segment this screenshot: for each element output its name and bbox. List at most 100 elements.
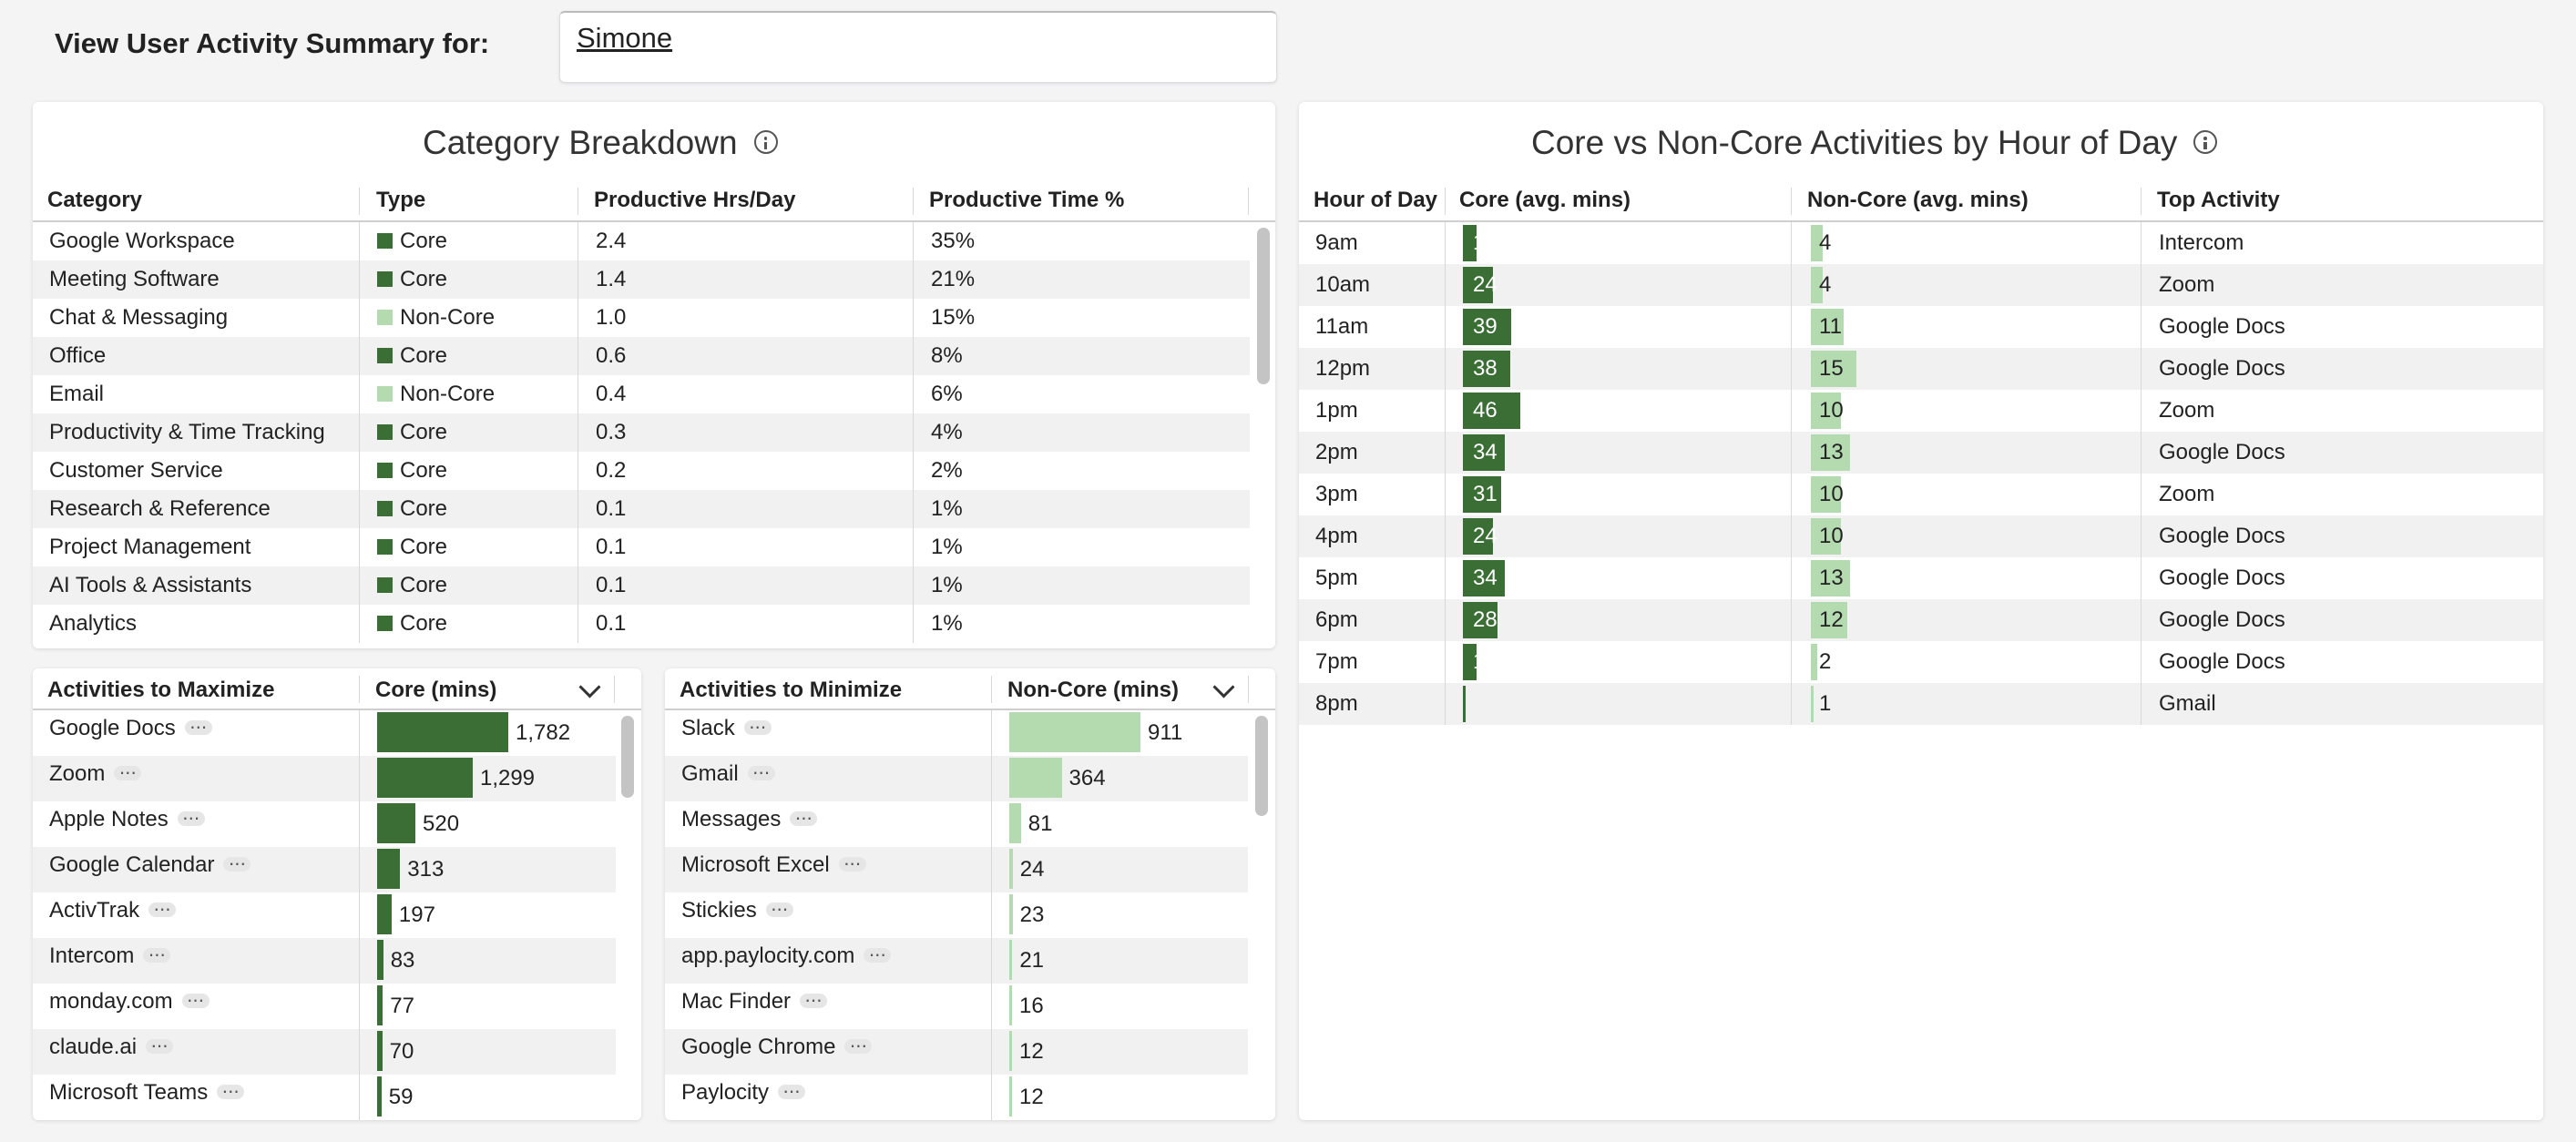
activity-name[interactable]: Google Chrome [681,1027,873,1075]
activity-name[interactable]: app.paylocity.com [681,936,892,984]
minimize-scrollbar[interactable] [1255,716,1268,816]
col-core-avg[interactable]: Core (avg. mins) [1459,188,1631,212]
bar[interactable] [377,849,401,889]
activity-name[interactable]: Messages [681,800,818,847]
info-icon[interactable] [753,130,778,155]
more-options-icon[interactable] [181,982,210,1018]
table-row[interactable]: Office Core 0.6 8% [33,337,1250,375]
activity-name[interactable]: monday.com [49,982,210,1029]
table-row[interactable]: 5pm 34 13 Google Docs [1299,557,2543,599]
more-options-icon[interactable] [148,891,177,927]
list-item[interactable]: Google Calendar 313 [33,845,616,892]
activity-name[interactable]: Mac Finder [681,982,828,1029]
more-options-icon[interactable] [864,936,892,973]
table-row[interactable]: 9am 11 4 Intercom [1299,222,2543,264]
activity-name[interactable]: Paylocity [681,1073,806,1120]
activity-name[interactable]: ActivTrak [49,891,177,938]
bar[interactable] [377,940,383,980]
list-item[interactable]: Mac Finder 16 [665,982,1248,1029]
bar[interactable] [377,985,383,1025]
non-core-bar[interactable] [1811,476,1841,513]
more-options-icon[interactable] [778,1073,806,1109]
list-item[interactable]: monday.com 77 [33,982,616,1029]
table-row[interactable]: 11am 39 11 Google Docs [1299,306,2543,348]
bar[interactable] [1009,1031,1012,1071]
list-item[interactable]: Zoom 1,299 [33,754,616,801]
col-activities-maximize[interactable]: Activities to Maximize [47,678,275,702]
table-row[interactable]: Email Non-Core 0.4 6% [33,375,1250,413]
col-category[interactable]: Category [47,188,143,212]
col-non-core-mins[interactable]: Non-Core (mins) [1007,678,1179,702]
table-row[interactable]: 1pm 46 10 Zoom [1299,390,2543,432]
more-options-icon[interactable] [177,800,205,836]
more-options-icon[interactable] [217,1073,245,1109]
list-item[interactable]: Google Chrome 12 [665,1027,1248,1075]
bar[interactable] [377,803,416,843]
col-top-activity[interactable]: Top Activity [2157,188,2280,212]
more-options-icon[interactable] [143,936,171,973]
non-core-bar[interactable] [1811,434,1850,471]
bar[interactable] [1009,894,1013,934]
list-item[interactable]: Google Docs 1,782 [33,710,616,756]
core-bar[interactable] [1463,267,1493,303]
col-productive-hrs[interactable]: Productive Hrs/Day [594,188,796,212]
more-options-icon[interactable] [184,710,212,745]
more-options-icon[interactable] [838,845,866,882]
selected-user[interactable]: Simone [577,22,673,54]
table-row[interactable]: 10am 24 4 Zoom [1299,264,2543,306]
list-item[interactable]: Microsoft Teams 59 [33,1073,616,1120]
core-bar[interactable] [1463,225,1477,261]
non-core-bar[interactable] [1811,267,1824,303]
core-bar[interactable] [1463,434,1506,471]
table-row[interactable]: 8pm 1 Gmail [1299,683,2543,725]
col-core-mins[interactable]: Core (mins) [375,678,497,702]
col-non-core-avg[interactable]: Non-Core (avg. mins) [1807,188,2029,212]
more-options-icon[interactable] [223,845,251,882]
more-options-icon[interactable] [114,754,142,790]
list-item[interactable]: Stickies 23 [665,891,1248,938]
table-row[interactable]: AI Tools & Assistants Core 0.1 1% [33,566,1250,605]
activity-name[interactable]: Stickies [681,891,793,938]
core-bar[interactable] [1463,351,1510,387]
more-options-icon[interactable] [800,982,828,1018]
more-options-icon[interactable] [790,800,818,836]
activity-name[interactable]: claude.ai [49,1027,174,1075]
table-row[interactable]: 2pm 34 13 Google Docs [1299,432,2543,474]
bar[interactable] [377,758,473,798]
list-item[interactable]: Apple Notes 520 [33,800,616,847]
bar[interactable] [1009,1076,1012,1117]
table-row[interactable]: Chat & Messaging Non-Core 1.0 15% [33,299,1250,337]
table-row[interactable]: Customer Service Core 0.2 2% [33,452,1250,490]
table-row[interactable]: 12pm 38 15 Google Docs [1299,348,2543,390]
bar[interactable] [377,712,508,752]
core-bar[interactable] [1463,309,1512,345]
list-item[interactable]: Slack 911 [665,710,1248,756]
activity-name[interactable]: Microsoft Teams [49,1073,245,1120]
col-hour[interactable]: Hour of Day [1314,188,1438,212]
non-core-bar[interactable] [1811,225,1824,261]
bar[interactable] [377,894,392,934]
core-bar[interactable] [1463,393,1520,429]
list-item[interactable]: Microsoft Excel 24 [665,845,1248,892]
table-row[interactable]: Google Workspace Core 2.4 35% [33,222,1250,260]
bar[interactable] [377,1076,382,1117]
list-item[interactable]: app.paylocity.com 21 [665,936,1248,984]
table-row[interactable]: 3pm 31 10 Zoom [1299,474,2543,515]
sort-chevron-down-icon[interactable] [578,676,601,698]
table-row[interactable]: Project Management Core 0.1 1% [33,528,1250,566]
info-icon[interactable] [2193,130,2218,155]
activity-name[interactable]: Intercom [49,936,171,984]
table-row[interactable]: 7pm 11 2 Google Docs [1299,641,2543,683]
more-options-icon[interactable] [146,1027,174,1064]
non-core-bar[interactable] [1811,560,1850,596]
activity-name[interactable]: Microsoft Excel [681,845,866,892]
activity-name[interactable]: Google Calendar [49,845,251,892]
table-row[interactable]: 6pm 28 12 Google Docs [1299,599,2543,641]
activity-name[interactable]: Google Docs [49,710,212,756]
col-type[interactable]: Type [376,188,426,212]
bar[interactable] [1009,712,1140,752]
bar[interactable] [1009,758,1062,798]
more-options-icon[interactable] [844,1027,873,1064]
col-productive-pct[interactable]: Productive Time % [929,188,1125,212]
list-item[interactable]: Intercom 83 [33,936,616,984]
